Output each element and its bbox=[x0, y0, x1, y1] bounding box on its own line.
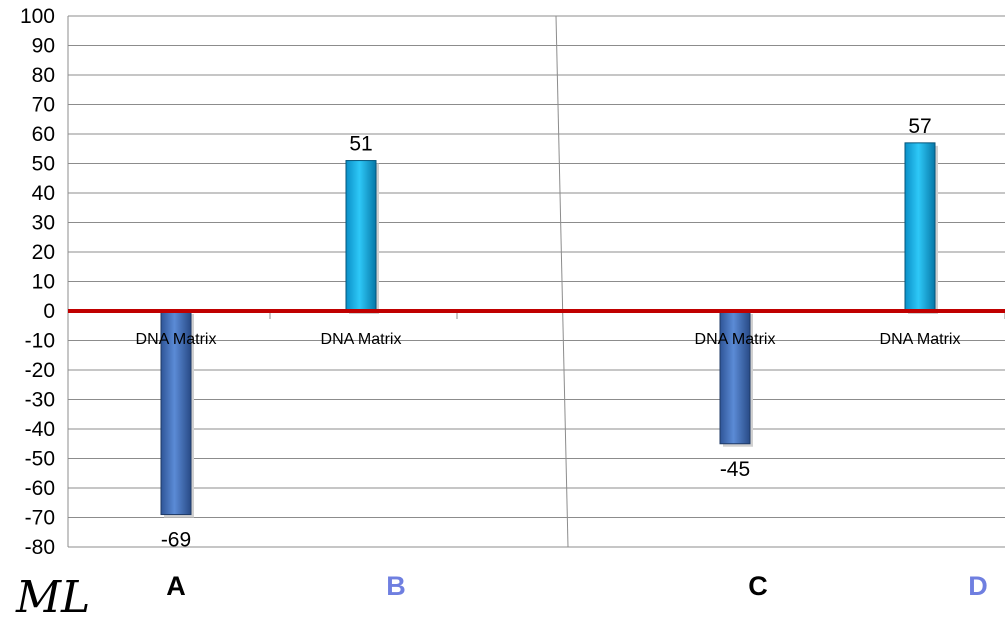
y-tick-label: -30 bbox=[25, 389, 55, 412]
bar bbox=[904, 142, 936, 312]
bar bbox=[719, 310, 751, 445]
y-tick-label: 10 bbox=[32, 271, 55, 294]
y-tick-label: -10 bbox=[25, 330, 55, 353]
bar bbox=[345, 160, 377, 312]
y-tick-label: -80 bbox=[25, 536, 55, 559]
y-tick-label: 50 bbox=[32, 153, 55, 176]
group-label: D bbox=[968, 571, 988, 601]
y-tick-label: 100 bbox=[20, 5, 55, 28]
category-label: DNA Matrix bbox=[136, 331, 217, 348]
data-label: 57 bbox=[908, 115, 931, 138]
group-label: C bbox=[748, 571, 768, 601]
group-labels: A B C D bbox=[166, 571, 988, 601]
y-tick-label: 60 bbox=[32, 123, 55, 146]
y-tick-label: -60 bbox=[25, 477, 55, 500]
y-axis-ticks: -80 -70 -60 -50 -40 -30 -20 -10 0 10 20 30 40 50 60 70 8… bbox=[20, 5, 55, 559]
y-tick-label: -20 bbox=[25, 359, 55, 382]
group-label: B bbox=[386, 571, 406, 601]
group-label: A bbox=[166, 571, 186, 601]
bar bbox=[160, 310, 192, 516]
data-label: 51 bbox=[349, 133, 372, 156]
gridlines bbox=[68, 15, 1005, 548]
bars bbox=[160, 142, 938, 518]
category-labels: DNA Matrix DNA Matrix DNA Matrix DNA Matrix bbox=[136, 331, 961, 348]
category-label: DNA Matrix bbox=[880, 331, 961, 348]
y-tick-label: 80 bbox=[32, 64, 55, 87]
y-tick-label: 40 bbox=[32, 182, 55, 205]
category-label: DNA Matrix bbox=[321, 331, 402, 348]
y-tick-label: 90 bbox=[32, 35, 55, 58]
y-tick-label: 30 bbox=[32, 212, 55, 235]
signature-logo: ML bbox=[15, 572, 90, 623]
data-label: -45 bbox=[720, 458, 750, 481]
y-tick-label: 20 bbox=[32, 241, 55, 264]
panel-divider bbox=[555, 15, 569, 548]
y-tick-label: -40 bbox=[25, 418, 55, 441]
y-tick-label: -50 bbox=[25, 448, 55, 471]
y-tick-label: 0 bbox=[43, 300, 55, 323]
data-labels: -69 51 -45 57 bbox=[161, 115, 932, 552]
data-label: -69 bbox=[161, 529, 191, 552]
y-tick-label: 70 bbox=[32, 94, 55, 117]
category-label: DNA Matrix bbox=[695, 331, 776, 348]
y-tick-label: -70 bbox=[25, 507, 55, 530]
